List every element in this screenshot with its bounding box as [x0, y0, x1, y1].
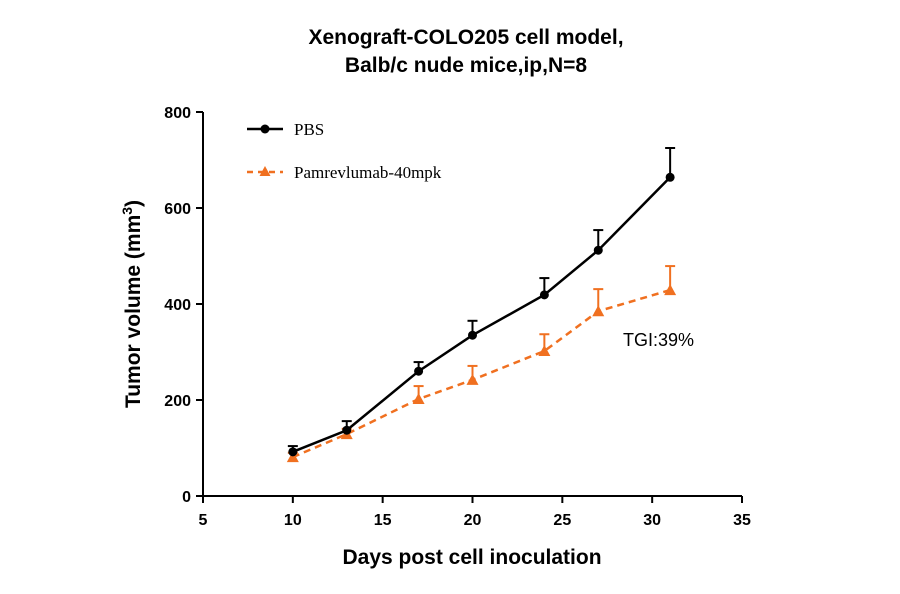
x-tick-label: 20	[464, 512, 482, 529]
y-axis-label: Tumor volume (mm3)	[119, 200, 145, 408]
x-tick-label: 10	[284, 512, 302, 529]
series-pamrevlumab-40mpk	[286, 265, 677, 463]
series-line	[292, 176, 672, 454]
legend-pamrevlumab-label: Pamrevlumab-40mpk	[294, 163, 442, 182]
data-point	[466, 373, 479, 385]
chart-title-line-2: Balb/c nude mice,ip,N=8	[345, 54, 587, 77]
x-tick-label: 25	[553, 512, 571, 529]
data-point	[286, 451, 299, 463]
tgi-annotation: TGI:39%	[623, 330, 694, 350]
series-pbs	[287, 147, 676, 457]
x-tick-label: 35	[733, 512, 751, 529]
series-layer	[286, 147, 677, 463]
x-tick-label: 5	[199, 512, 208, 529]
data-point	[412, 393, 425, 405]
y-tick-label: 0	[182, 489, 191, 506]
chart-title-line-1: Xenograft-COLO205 cell model,	[308, 26, 623, 49]
legend-pamrevlumab-marker	[259, 166, 271, 176]
data-point	[593, 245, 603, 255]
data-point	[592, 305, 605, 317]
data-point	[414, 366, 424, 376]
data-point	[539, 290, 549, 300]
y-tick-label: 400	[164, 297, 191, 314]
data-point	[538, 345, 551, 357]
data-point	[288, 447, 298, 457]
data-point	[342, 425, 352, 435]
legend-pbs-label: PBS	[294, 120, 324, 139]
legend-pbs-marker	[260, 124, 270, 134]
x-tick-label: 30	[643, 512, 661, 529]
x-axis-label: Days post cell inoculation	[342, 546, 601, 569]
data-point	[664, 284, 677, 296]
y-tick-label: 200	[164, 393, 191, 410]
x-tick-label: 15	[374, 512, 392, 529]
axes: 5 10 15 20 25 30 35 0 200 400 600 800	[164, 105, 751, 529]
y-tick-label: 800	[164, 105, 191, 122]
legend: PBS Pamrevlumab-40mpk	[247, 120, 442, 182]
y-tick-label: 600	[164, 201, 191, 218]
data-point	[665, 172, 675, 182]
data-point	[468, 330, 477, 340]
